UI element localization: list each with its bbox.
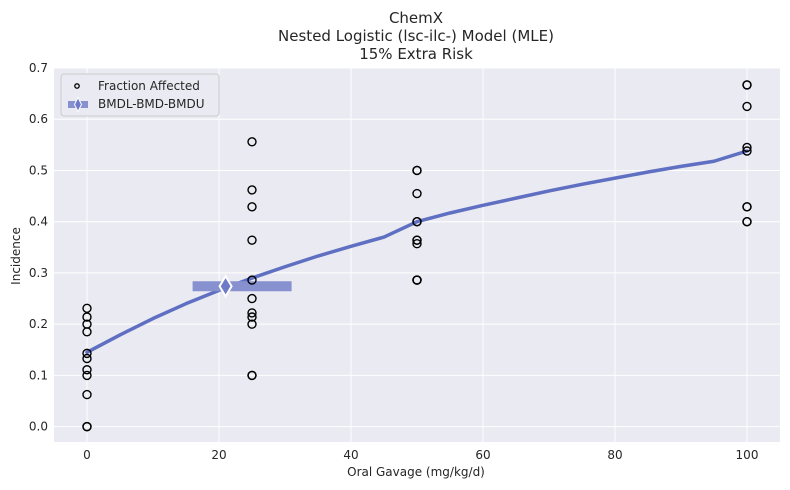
data-point <box>742 101 752 112</box>
chart-title: ChemX Nested Logistic (lsc-ilc-) Model (… <box>278 9 554 63</box>
y-axis-label: Incidence <box>9 227 23 285</box>
data-point <box>412 188 422 199</box>
y-tick-label: 0.3 <box>29 266 48 280</box>
y-tick-label: 0.0 <box>29 420 48 434</box>
legend-bmd-label: BMDL-BMD-BMDU <box>98 97 205 111</box>
data-point <box>742 80 752 90</box>
data-point <box>412 239 422 249</box>
data-point <box>742 142 752 153</box>
chart-title-line-3: 15% Extra Risk <box>359 45 473 63</box>
data-point <box>742 202 752 212</box>
data-point <box>247 319 257 329</box>
data-point <box>82 370 92 381</box>
x-tick-label: 60 <box>475 448 490 462</box>
data-point <box>82 303 92 313</box>
legend-fraction-affected-label: Fraction Affected <box>98 79 200 93</box>
data-point <box>247 235 257 245</box>
y-tick-label: 0.2 <box>29 317 48 331</box>
x-axis-ticks: 0 20 40 60 80 100 <box>83 448 758 462</box>
legend-fraction-affected-marker <box>74 83 80 89</box>
data-points-layer <box>82 80 752 432</box>
chart-title-line-2: Nested Logistic (lsc-ilc-) Model (MLE) <box>278 27 554 45</box>
y-tick-label: 0.5 <box>29 163 48 177</box>
data-point <box>82 421 92 432</box>
x-tick-label: 0 <box>83 448 91 462</box>
y-tick-label: 0.7 <box>29 61 48 75</box>
data-point <box>247 308 257 318</box>
bmd-interval-bar <box>192 281 292 292</box>
bmd-layer <box>192 274 292 299</box>
x-tick-label: 40 <box>343 448 358 462</box>
data-point <box>82 389 92 400</box>
legend: Fraction Affected BMDL-BMD-BMDU <box>60 73 220 117</box>
data-point <box>247 137 257 147</box>
legend-bmd-marker <box>73 96 83 113</box>
data-point <box>82 365 92 375</box>
data-point <box>247 293 257 304</box>
data-point <box>247 312 257 322</box>
y-tick-label: 0.4 <box>29 215 48 229</box>
data-point <box>247 202 257 212</box>
data-point <box>247 185 257 195</box>
grid-lines <box>54 67 780 442</box>
chart-title-line-1: ChemX <box>389 9 443 27</box>
data-point <box>412 216 422 227</box>
data-point <box>82 353 92 364</box>
x-axis-label: Oral Gavage (mg/kg/d) <box>347 465 485 479</box>
data-point <box>412 275 422 285</box>
data-point <box>742 216 752 227</box>
legend-box <box>60 73 220 117</box>
model-curve-layer <box>85 149 749 355</box>
y-tick-label: 0.1 <box>29 368 48 382</box>
model-curve <box>85 149 749 355</box>
x-tick-label: 20 <box>211 448 226 462</box>
data-point <box>247 275 257 285</box>
data-point <box>412 235 422 245</box>
data-point <box>82 348 92 359</box>
data-point <box>82 312 92 322</box>
bmd-marker <box>218 274 233 299</box>
y-axis-ticks: 0.0 0.1 0.2 0.3 0.4 0.5 0.6 0.7 <box>29 61 48 434</box>
x-tick-label: 80 <box>607 448 622 462</box>
data-point <box>742 146 752 156</box>
x-tick-label: 100 <box>736 448 759 462</box>
plot-area <box>54 68 780 442</box>
data-point <box>82 327 92 337</box>
data-point <box>247 370 257 381</box>
y-tick-label: 0.6 <box>29 112 48 126</box>
data-point <box>412 165 422 176</box>
